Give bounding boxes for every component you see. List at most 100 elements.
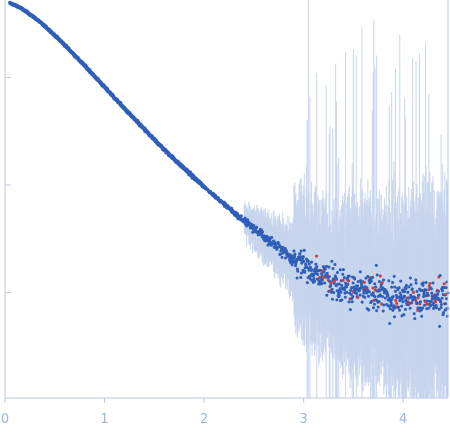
data-point: [251, 230, 255, 234]
data-points-layer: [8, 0, 450, 328]
data-point: [335, 289, 339, 293]
data-point: [306, 260, 310, 264]
data-point: [309, 260, 313, 264]
data-point: [315, 265, 319, 269]
data-point: [386, 293, 390, 297]
x-tick-label: 0: [1, 412, 9, 427]
data-point: [296, 269, 300, 273]
data-point: [393, 289, 397, 293]
outlier-point: [371, 286, 375, 290]
data-point: [430, 297, 434, 301]
data-point: [284, 249, 288, 253]
data-point: [371, 306, 375, 310]
data-point: [359, 279, 363, 283]
data-point: [427, 306, 431, 310]
data-point: [304, 262, 308, 266]
data-point: [261, 230, 265, 234]
data-point: [239, 214, 243, 218]
data-point: [335, 270, 339, 274]
data-point: [415, 289, 419, 293]
data-point: [338, 287, 342, 291]
data-point: [434, 306, 438, 310]
x-tick-label: 3: [300, 412, 308, 427]
data-point: [429, 287, 433, 291]
data-point: [430, 291, 434, 295]
data-point: [333, 263, 337, 267]
data-point: [391, 281, 395, 285]
data-point: [397, 308, 401, 312]
data-point: [402, 294, 406, 298]
data-point: [377, 280, 381, 284]
data-point: [335, 298, 339, 302]
data-point: [406, 290, 410, 294]
data-point: [374, 285, 378, 289]
data-point: [372, 302, 376, 306]
data-point: [284, 256, 288, 260]
data-point: [369, 279, 373, 283]
data-point: [335, 277, 339, 281]
data-point: [383, 296, 387, 300]
data-point: [378, 289, 382, 293]
data-point: [424, 280, 428, 284]
data-point: [402, 313, 406, 317]
data-point: [442, 311, 446, 315]
data-point: [338, 268, 342, 272]
data-point: [343, 295, 347, 299]
outlier-point: [433, 300, 437, 304]
data-point: [350, 300, 354, 304]
data-point: [362, 291, 366, 295]
data-point: [421, 281, 425, 285]
data-point: [438, 274, 442, 278]
data-point: [345, 285, 349, 289]
data-point: [366, 275, 370, 279]
data-point: [255, 225, 259, 229]
data-point: [299, 271, 303, 275]
data-point: [434, 303, 438, 307]
data-point: [392, 274, 396, 278]
outlier-point: [428, 281, 432, 285]
data-point: [444, 286, 448, 290]
data-point: [414, 278, 418, 282]
data-point: [408, 306, 412, 310]
data-point: [439, 300, 443, 304]
data-point: [376, 305, 380, 309]
data-point: [443, 302, 447, 306]
data-point: [325, 293, 329, 297]
data-point: [420, 314, 424, 318]
data-point: [356, 284, 360, 288]
data-point: [392, 304, 396, 308]
data-point: [377, 300, 381, 304]
data-point: [332, 291, 336, 295]
data-point: [436, 292, 440, 296]
data-point: [399, 279, 403, 283]
data-point: [403, 307, 407, 311]
data-point: [278, 252, 282, 256]
data-point: [343, 288, 347, 292]
data-point: [382, 278, 386, 282]
data-point: [421, 283, 425, 287]
data-point: [318, 268, 322, 272]
outlier-point: [378, 274, 382, 278]
data-point: [346, 283, 350, 287]
data-point: [403, 290, 407, 294]
data-point: [330, 287, 334, 291]
data-point: [292, 249, 296, 253]
data-point: [444, 297, 448, 301]
data-point: [399, 293, 403, 297]
data-point: [360, 300, 364, 304]
data-point: [367, 308, 371, 312]
data-point: [401, 300, 405, 304]
data-point: [340, 283, 344, 287]
data-point: [442, 286, 446, 290]
data-point: [276, 240, 280, 244]
data-point: [316, 272, 320, 276]
data-point: [270, 235, 274, 239]
data-point: [422, 290, 426, 294]
data-point: [381, 295, 385, 299]
outlier-point: [347, 279, 351, 283]
data-point: [391, 295, 395, 299]
data-point: [437, 307, 441, 311]
data-point: [301, 255, 305, 259]
data-point: [375, 309, 379, 313]
